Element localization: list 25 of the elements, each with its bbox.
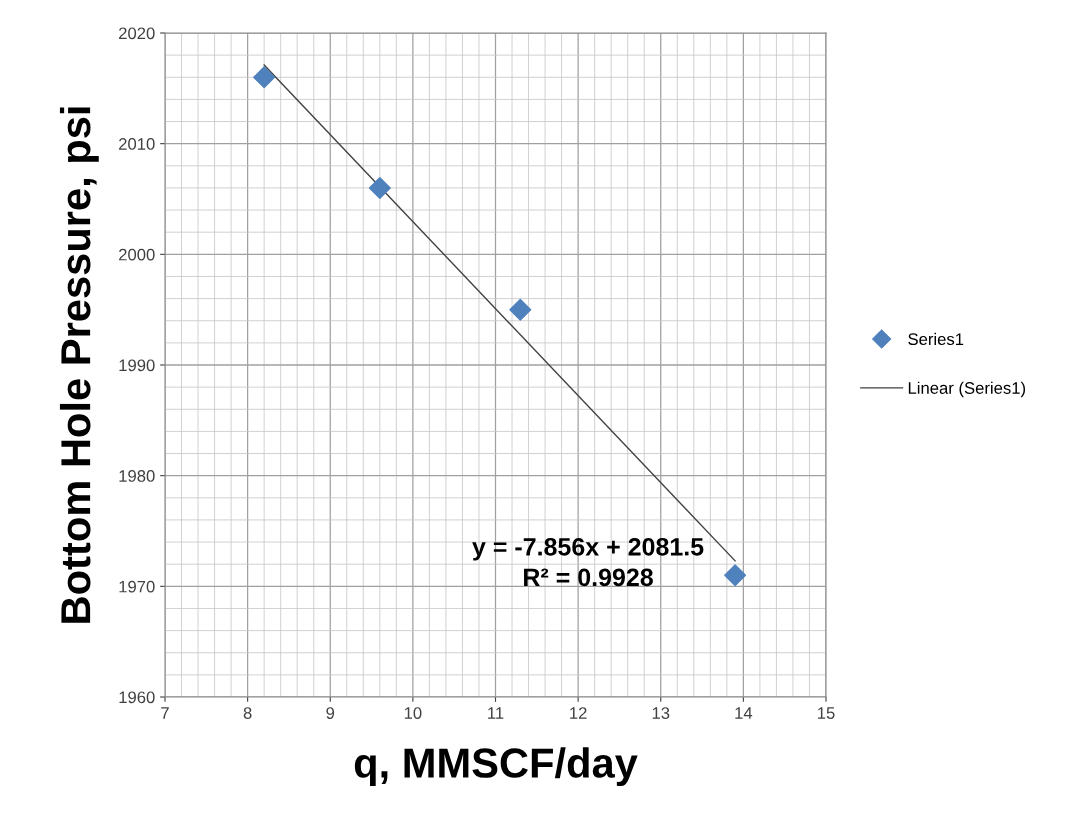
legend-label: Linear (Series1) — [908, 381, 1026, 398]
y-tick-label: 1980 — [119, 470, 155, 482]
x-tick-label: 7 — [161, 707, 169, 719]
point — [509, 298, 532, 321]
x-tick-label: 10 — [404, 707, 422, 719]
y-tick-label: 2000 — [119, 248, 155, 261]
x-tick-label: 14 — [735, 707, 753, 719]
x-tick-label: 12 — [570, 707, 587, 719]
x-tick-label: 15 — [818, 707, 835, 719]
y-tick-label: 2020 — [119, 27, 155, 40]
y-tick-label: 2010 — [119, 138, 155, 150]
y-tick-label: 1990 — [119, 359, 155, 372]
x-axis-title: q, MMSCF/day — [354, 747, 638, 787]
x-tick-label: 13 — [652, 707, 670, 719]
annotation: y = -7.856x + 2081.5 R² = 0.9928 — [472, 537, 704, 587]
x-tick-label: 8 — [243, 707, 252, 719]
point — [253, 66, 276, 89]
x-tick-label: 9 — [326, 707, 335, 719]
legend-label: Series1 — [908, 332, 964, 346]
y-axis-title: Bottom Hole Pressure, psi — [59, 107, 99, 623]
x-tick-label: 11 — [488, 707, 504, 719]
point — [368, 176, 391, 199]
point — [724, 564, 747, 587]
y-tick-label: 1960 — [119, 691, 155, 704]
y-tick-label: 1970 — [119, 580, 155, 593]
